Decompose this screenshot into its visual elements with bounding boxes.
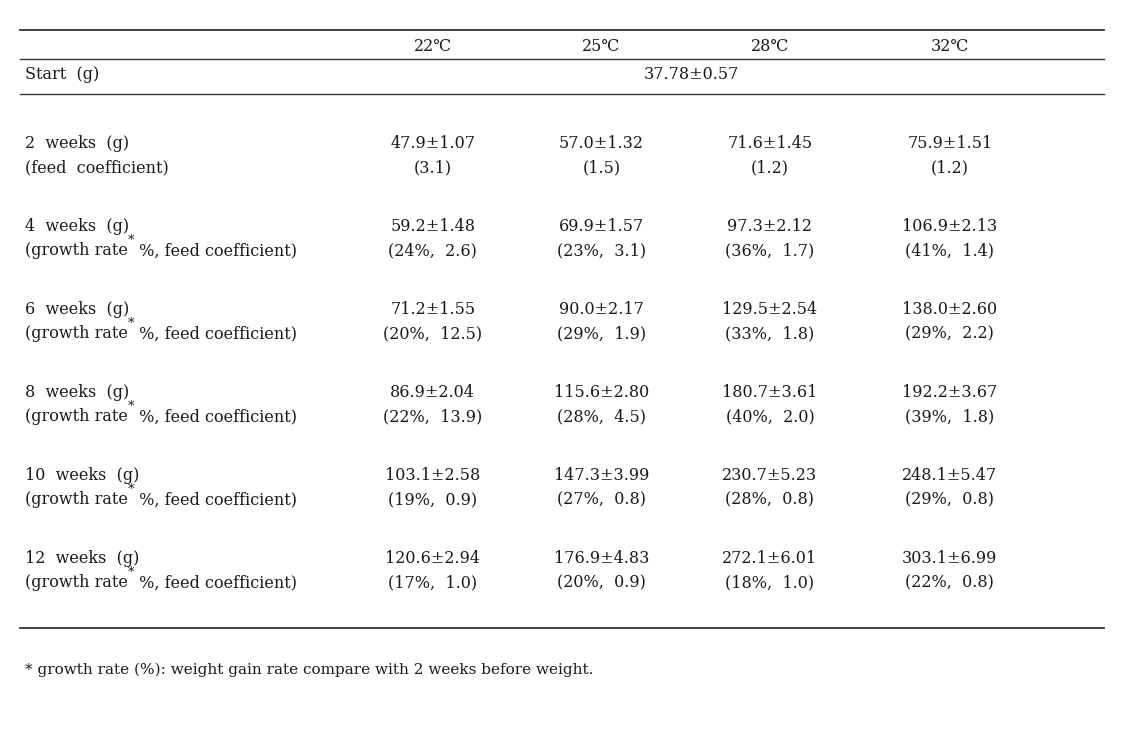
Text: 4  weeks  (g): 4 weeks (g) — [25, 218, 129, 235]
Text: %, feed coefficient): %, feed coefficient) — [134, 242, 297, 259]
Text: (22%,  13.9): (22%, 13.9) — [383, 408, 482, 425]
Text: Start  (g): Start (g) — [25, 67, 99, 83]
Text: (1.5): (1.5) — [582, 159, 620, 176]
Text: 2  weeks  (g): 2 weeks (g) — [25, 135, 129, 152]
Text: (growth rate: (growth rate — [25, 574, 128, 591]
Text: *: * — [128, 234, 134, 248]
Text: (22%,  0.8): (22%, 0.8) — [905, 574, 995, 591]
Text: (41%,  1.4): (41%, 1.4) — [905, 242, 995, 259]
Text: 138.0±2.60: 138.0±2.60 — [903, 301, 997, 318]
Text: (growth rate: (growth rate — [25, 325, 128, 342]
Text: (19%,  0.9): (19%, 0.9) — [388, 491, 478, 508]
Text: (28%,  4.5): (28%, 4.5) — [556, 408, 646, 425]
Text: (40%,  2.0): (40%, 2.0) — [726, 408, 814, 425]
Text: 59.2±1.48: 59.2±1.48 — [390, 218, 475, 235]
Text: 71.2±1.55: 71.2±1.55 — [390, 301, 475, 318]
Text: (36%,  1.7): (36%, 1.7) — [725, 242, 815, 259]
Text: (20%,  0.9): (20%, 0.9) — [556, 574, 646, 591]
Text: 75.9±1.51: 75.9±1.51 — [907, 135, 992, 152]
Text: 47.9±1.07: 47.9±1.07 — [390, 135, 475, 152]
Text: 147.3±3.99: 147.3±3.99 — [554, 468, 649, 484]
Text: (29%,  1.9): (29%, 1.9) — [556, 325, 646, 342]
Text: 71.6±1.45: 71.6±1.45 — [727, 135, 813, 152]
Text: (24%,  2.6): (24%, 2.6) — [388, 242, 478, 259]
Text: 69.9±1.57: 69.9±1.57 — [559, 218, 644, 235]
Text: 248.1±5.47: 248.1±5.47 — [903, 468, 997, 484]
Text: * growth rate (%): weight gain rate compare with 2 weeks before weight.: * growth rate (%): weight gain rate comp… — [25, 662, 593, 677]
Text: 115.6±2.80: 115.6±2.80 — [554, 384, 649, 401]
Text: %, feed coefficient): %, feed coefficient) — [134, 408, 297, 425]
Text: (feed  coefficient): (feed coefficient) — [25, 159, 169, 176]
Text: (17%,  1.0): (17%, 1.0) — [388, 574, 478, 591]
Text: (1.2): (1.2) — [751, 159, 789, 176]
Text: 12  weeks  (g): 12 weeks (g) — [25, 551, 139, 567]
Text: (39%,  1.8): (39%, 1.8) — [905, 408, 995, 425]
Text: 129.5±2.54: 129.5±2.54 — [723, 301, 817, 318]
Text: 103.1±2.58: 103.1±2.58 — [386, 468, 480, 484]
Text: (29%,  0.8): (29%, 0.8) — [905, 491, 995, 508]
Text: 230.7±5.23: 230.7±5.23 — [723, 468, 817, 484]
Text: (33%,  1.8): (33%, 1.8) — [725, 325, 815, 342]
Text: (23%,  3.1): (23%, 3.1) — [556, 242, 646, 259]
Text: 97.3±2.12: 97.3±2.12 — [727, 218, 813, 235]
Text: (1.2): (1.2) — [931, 159, 969, 176]
Text: 22℃: 22℃ — [414, 38, 452, 55]
Text: 90.0±2.17: 90.0±2.17 — [559, 301, 644, 318]
Text: 28℃: 28℃ — [751, 38, 789, 55]
Text: %, feed coefficient): %, feed coefficient) — [134, 325, 297, 342]
Text: *: * — [128, 400, 134, 414]
Text: 86.9±2.04: 86.9±2.04 — [390, 384, 475, 401]
Text: 25℃: 25℃ — [582, 38, 620, 55]
Text: 57.0±1.32: 57.0±1.32 — [559, 135, 644, 152]
Text: 272.1±6.01: 272.1±6.01 — [723, 551, 817, 567]
Text: (29%,  2.2): (29%, 2.2) — [905, 325, 995, 342]
Text: %, feed coefficient): %, feed coefficient) — [134, 574, 297, 591]
Text: *: * — [128, 483, 134, 497]
Text: 106.9±2.13: 106.9±2.13 — [903, 218, 997, 235]
Text: (3.1): (3.1) — [414, 159, 452, 176]
Text: (28%,  0.8): (28%, 0.8) — [725, 491, 815, 508]
Text: 8  weeks  (g): 8 weeks (g) — [25, 384, 129, 401]
Text: 303.1±6.99: 303.1±6.99 — [903, 551, 997, 567]
Text: *: * — [128, 566, 134, 580]
Text: (growth rate: (growth rate — [25, 491, 128, 508]
Text: (growth rate: (growth rate — [25, 408, 128, 425]
Text: 32℃: 32℃ — [931, 38, 969, 55]
Text: (20%,  12.5): (20%, 12.5) — [383, 325, 482, 342]
Text: 176.9±4.83: 176.9±4.83 — [554, 551, 649, 567]
Text: 6  weeks  (g): 6 weeks (g) — [25, 301, 129, 318]
Text: *: * — [128, 317, 134, 331]
Text: (growth rate: (growth rate — [25, 242, 128, 259]
Text: 192.2±3.67: 192.2±3.67 — [903, 384, 997, 401]
Text: %, feed coefficient): %, feed coefficient) — [134, 491, 297, 508]
Text: 180.7±3.61: 180.7±3.61 — [723, 384, 817, 401]
Text: 120.6±2.94: 120.6±2.94 — [386, 551, 480, 567]
Text: 37.78±0.57: 37.78±0.57 — [644, 67, 738, 83]
Text: (27%,  0.8): (27%, 0.8) — [556, 491, 646, 508]
Text: 10  weeks  (g): 10 weeks (g) — [25, 468, 139, 484]
Text: (18%,  1.0): (18%, 1.0) — [725, 574, 815, 591]
